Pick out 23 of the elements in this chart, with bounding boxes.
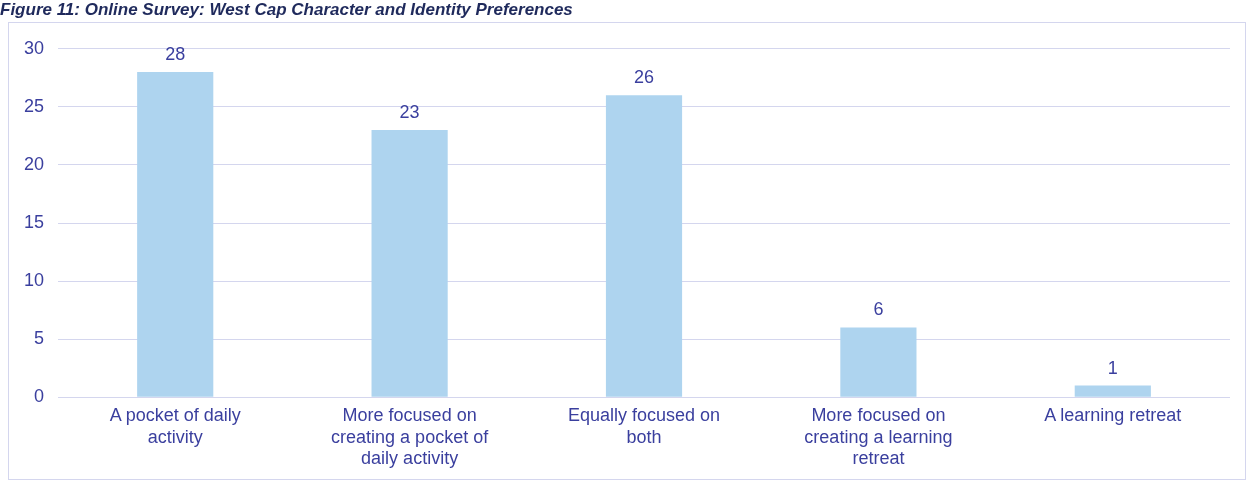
x-tick-label: Equally focused on both [567,404,721,447]
data-label: 6 [873,299,884,320]
y-tick-label: 15 [23,211,45,232]
data-label: 1 [1107,357,1118,378]
y-tick-label: 30 [23,37,45,58]
x-tick-label: More focused on creating a pocket of daily activity [331,404,490,469]
y-tick-label: 0 [34,386,45,407]
y-tick-label: 20 [23,153,45,174]
data-label: 26 [634,67,655,88]
y-tick-label: 25 [23,95,45,116]
bar [137,72,214,397]
bar [371,130,448,397]
bar [840,327,917,397]
chart-title: Figure 11: Online Survey: West Cap Character and Identity Preferences [0,0,573,20]
bar [605,95,683,397]
x-tick-label: More focused on creating a learning retreat [804,404,953,469]
data-label: 28 [165,44,186,64]
y-tick-label: 10 [23,270,45,291]
x-tick-label: A learning retreat [1044,404,1182,425]
y-tick-label: 5 [34,328,45,349]
x-tick-label: A pocket of daily activity [109,404,241,447]
data-label: 23 [399,102,420,123]
bar [1074,385,1151,397]
